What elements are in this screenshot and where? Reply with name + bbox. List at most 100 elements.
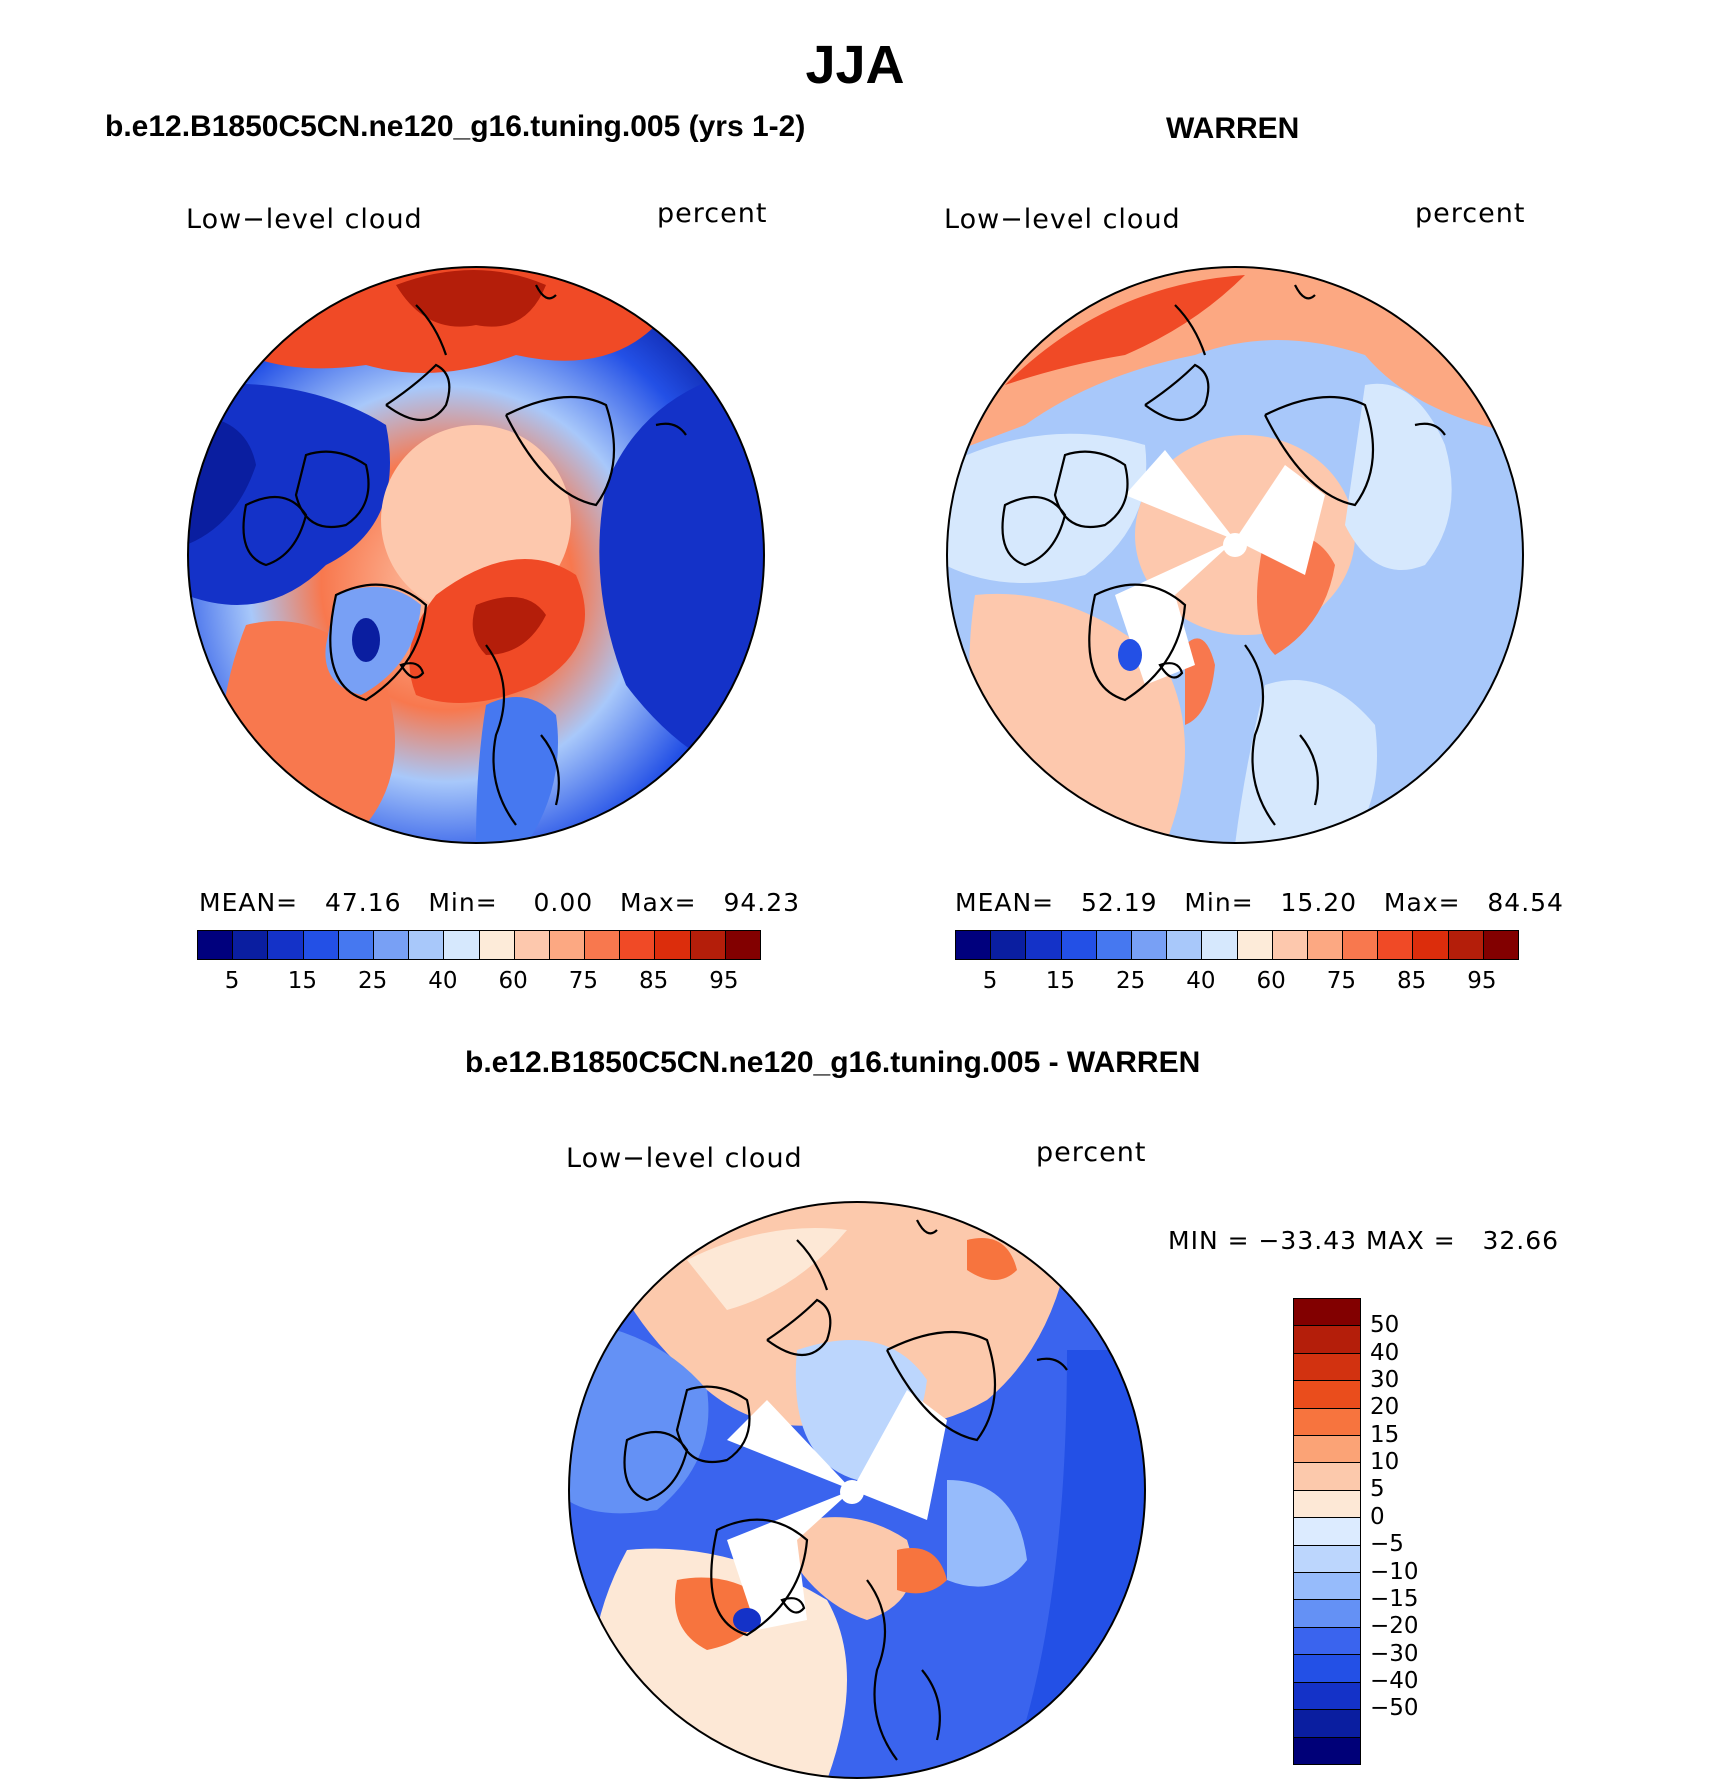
panel3-stats: MIN = −33.43 MAX = 32.66 [1168,1226,1560,1255]
panel2-cbar-swatch [1095,931,1131,959]
panel2-cbar-swatch [1166,931,1202,959]
panel2-title: WARREN [1166,112,1300,145]
panel3-cbar-tick: −40 [1370,1667,1419,1694]
panel3-polar-map [568,1201,1146,1779]
panel2-cbar-tick: 60 [1256,968,1286,994]
panel3-cbar-swatch [1294,1299,1360,1326]
panel2-cbar-swatch [1201,931,1237,959]
panel3-cbar-tick: −15 [1370,1585,1419,1612]
panel1-cbar-tick: 25 [357,968,388,994]
panel2-cbar-swatch [1271,931,1307,959]
panel3-cbar-swatch [1294,1572,1360,1600]
panel3-cbar-swatch [1294,1736,1360,1764]
panel3-units-label: percent [1036,1137,1147,1168]
panel2-cbar-swatch [1377,931,1413,959]
panel2-cbar-swatch [1236,931,1272,959]
panel1-cbar-swatch [619,931,655,959]
panel1-cbar-tick: 5 [224,968,240,994]
panel3-cbar-swatch [1294,1462,1360,1490]
panel1-cbar-swatch [337,931,373,959]
panel1-cbar-tick: 60 [498,968,528,994]
panel3-cbar-swatch [1294,1325,1360,1353]
panel3-variable-label: Low−level cloud [566,1143,803,1174]
figure-title: JJA [805,35,905,95]
panel3-cbar-swatch [1294,1380,1360,1408]
panel2-colorbar [955,930,1519,960]
panel2-cbar-tick: 40 [1186,968,1216,994]
panel3-cbar-tick: 50 [1370,1312,1400,1339]
panel1-cbar-swatch [654,931,690,959]
panel3-cbar-swatch [1294,1626,1360,1655]
panel3-cbar-swatch [1294,1654,1360,1682]
panel3-colorbar [1293,1298,1361,1765]
panel2-variable-label: Low−level cloud [944,204,1181,235]
panel1-cbar-swatch [372,931,409,959]
panel1-cbar-swatch [548,931,585,959]
panel3-cbar-tick: 20 [1370,1394,1400,1421]
panel3-cbar-tick: 5 [1370,1476,1385,1503]
panel1-cbar-tick: 85 [638,968,669,994]
panel1-cbar-tick: 40 [428,968,458,994]
panel1-colorbar-ticks: 5 15 25 40 60 75 85 95 [197,968,759,998]
panel2-cbar-swatch [1447,931,1483,959]
panel2-cbar-swatch [990,931,1026,959]
panel2-cbar-tick: 15 [1045,968,1076,994]
panel2-cbar-swatch [1412,931,1448,959]
panel3-cbar-swatch [1294,1517,1360,1545]
panel1-stats: MEAN= 47.16 Min= 0.00 Max= 94.23 [199,888,801,917]
panel3-cbar-tick: 40 [1370,1339,1400,1366]
panel3-cbar-tick: −5 [1370,1531,1404,1558]
panel3-cbar-tick: −20 [1370,1613,1419,1640]
panel1-cbar-swatch [302,931,338,959]
panel1-cbar-swatch [408,931,444,959]
panel2-stats: MEAN= 52.19 Min= 15.20 Max= 84.54 [955,888,1564,917]
panel3-cbar-swatch [1294,1544,1360,1573]
panel1-cbar-swatch [724,931,760,959]
panel2-cbar-tick: 25 [1115,968,1146,994]
panel2-cbar-swatch [1342,931,1378,959]
panel1-cbar-swatch [513,931,549,959]
panel1-title: b.e12.B1850C5CN.ne120_g16.tuning.005 (yr… [105,110,806,143]
panel1-cbar-swatch [267,931,303,959]
panel3-cbar-tick: 0 [1370,1503,1385,1530]
panel3-colorbar-ticks: 50 40 30 20 15 10 5 0 −5 −10 −15 −20 −30… [1370,1298,1460,1763]
panel2-cbar-tick: 75 [1326,968,1357,994]
panel3-cbar-tick: 10 [1370,1449,1400,1476]
panel1-cbar-swatch [232,931,268,959]
panel2-colorbar-ticks: 5 15 25 40 60 75 85 95 [955,968,1517,998]
panel1-cbar-swatch [584,931,620,959]
panel3-cbar-swatch [1294,1489,1360,1518]
panel3-cbar-swatch [1294,1435,1360,1463]
panel1-cbar-tick: 75 [568,968,599,994]
panel2-cbar-swatch [1306,931,1343,959]
panel1-variable-label: Low−level cloud [186,204,423,235]
panel3-cbar-swatch [1294,1709,1360,1737]
panel2-cbar-swatch [1025,931,1061,959]
panel1-polar-map [187,266,765,844]
panel3-cbar-swatch [1294,1599,1360,1627]
panel3-cbar-tick: −50 [1370,1695,1419,1722]
panel3-title: b.e12.B1850C5CN.ne120_g16.tuning.005 - W… [465,1046,1201,1079]
panel2-units-label: percent [1415,198,1526,229]
panel1-colorbar [197,930,761,960]
panel2-cbar-tick: 95 [1467,968,1497,994]
panel1-cbar-swatch [198,931,233,959]
panel3-cbar-tick: 30 [1370,1367,1400,1394]
panel2-cbar-tick: 85 [1396,968,1427,994]
panel3-cbar-swatch [1294,1681,1360,1710]
panel2-polar-map [946,266,1524,844]
panel2-cbar-tick: 5 [982,968,998,994]
panel1-cbar-swatch [478,931,514,959]
panel1-units-label: percent [657,198,768,229]
panel1-cbar-tick: 95 [709,968,739,994]
panel3-cbar-tick: −10 [1370,1558,1419,1585]
panel1-cbar-tick: 15 [287,968,318,994]
panel3-cbar-tick: 15 [1370,1421,1400,1448]
panel3-cbar-tick: −30 [1370,1640,1419,1667]
panel2-cbar-swatch [1060,931,1096,959]
panel2-cbar-swatch [956,931,991,959]
panel2-cbar-swatch [1130,931,1167,959]
panel1-cbar-swatch [689,931,725,959]
panel3-cbar-swatch [1294,1407,1360,1436]
panel3-cbar-swatch [1294,1352,1360,1381]
